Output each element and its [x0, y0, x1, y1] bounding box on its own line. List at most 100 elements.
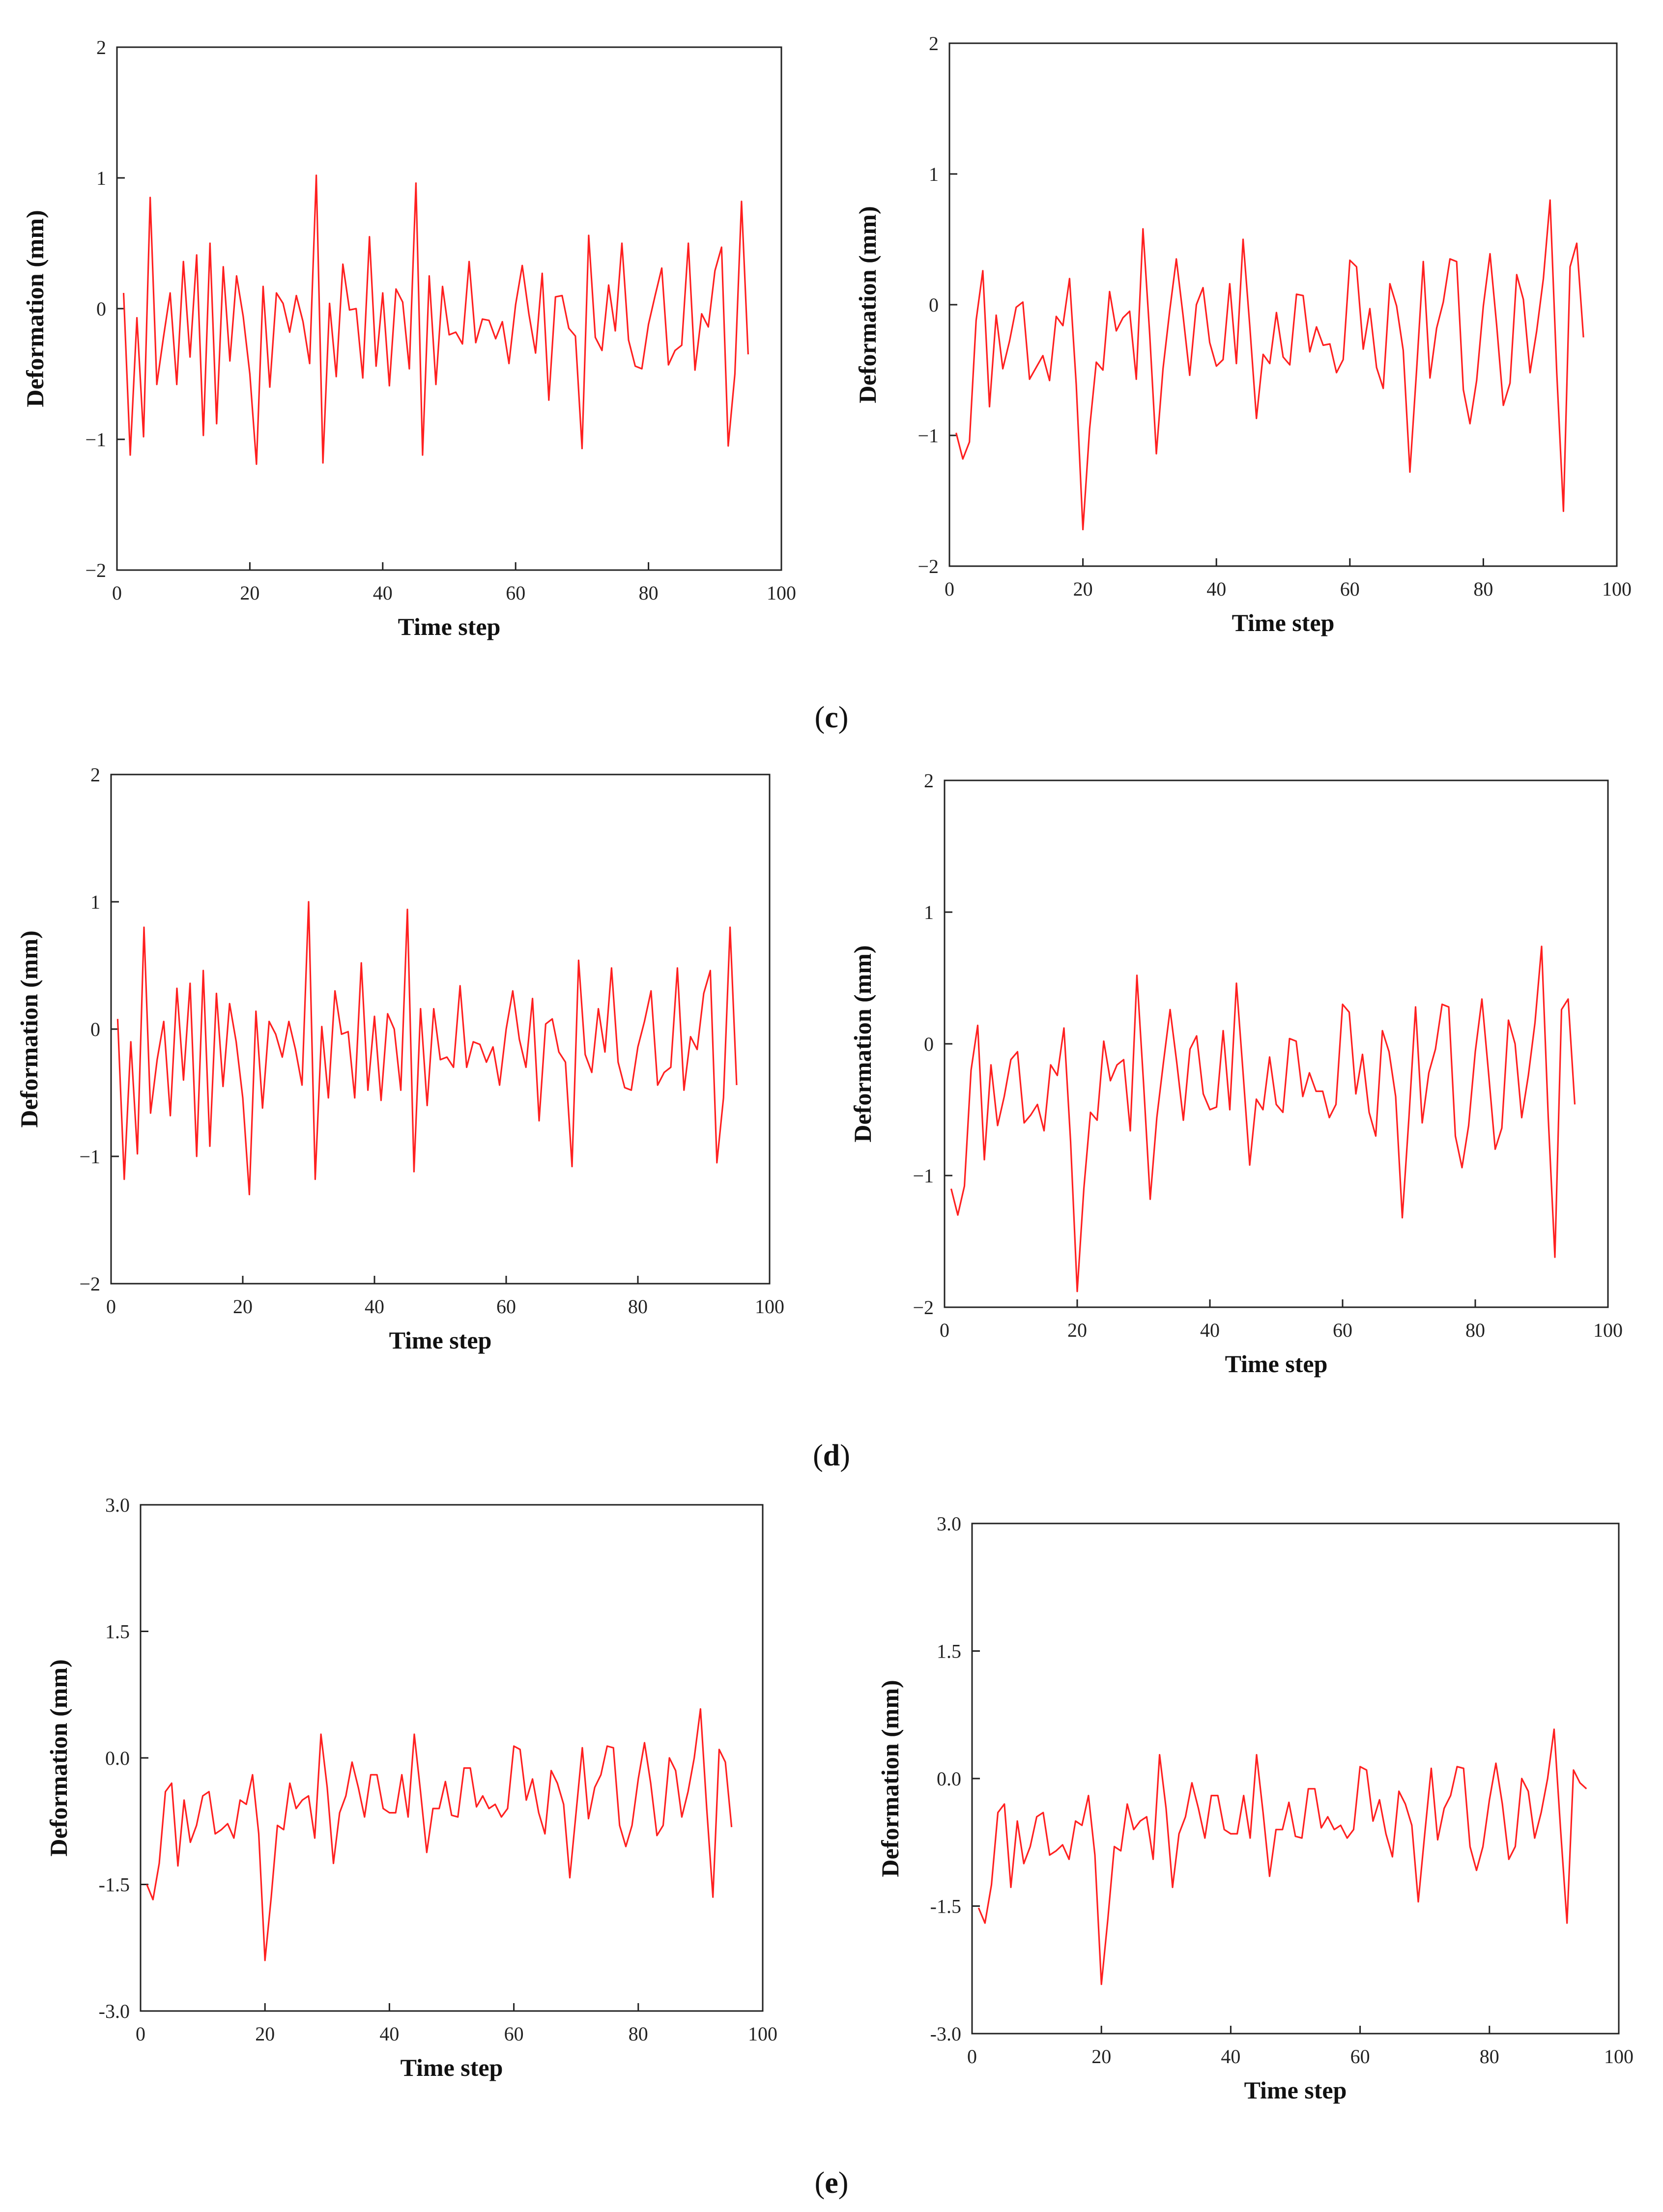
chart-d-left: 0 20 40 60 80 100 −2 −1 0 1 2 Time step Deformation … [15, 764, 784, 1354]
x-tick-label: 60 [1333, 1319, 1352, 1341]
series-line-deformation [950, 946, 1576, 1293]
series-line-deformation [977, 1728, 1587, 1985]
y-tick-label: −2 [79, 1273, 100, 1295]
chart-e-left: 0 20 40 60 80 100 -3.0 -1.5 0.0 1.5 3.0 Time step De… [45, 1494, 777, 2081]
x-tick-label: 0 [945, 578, 954, 600]
x-tick-label: 20 [255, 2023, 275, 2045]
x-tick-label: 100 [1593, 1319, 1623, 1341]
x-tick-label: 40 [1206, 578, 1226, 600]
x-tick-label: 0 [940, 1319, 949, 1341]
y-tick-label: 0.0 [937, 1768, 961, 1790]
y-tick-label: 2 [90, 764, 100, 786]
caption-open: ( [813, 1439, 823, 1472]
y-axis-title: Deformation (mm) [45, 1659, 72, 1856]
y-tick-label: 2 [96, 36, 106, 58]
y-axis-title: Deformation (mm) [854, 206, 881, 403]
x-axis-title: Time step [1244, 2076, 1347, 2104]
y-tick-label: 0.0 [105, 1747, 130, 1769]
panel-caption-d: (d) [813, 1439, 850, 1472]
x-tick-label: 0 [112, 582, 122, 604]
panel-caption-c: (c) [815, 701, 849, 734]
y-tick-label: −1 [79, 1146, 100, 1168]
x-tick-label: 60 [1350, 2045, 1370, 2068]
x-tick-label: 20 [233, 1295, 253, 1318]
x-axis-title: Time step [401, 2054, 503, 2081]
x-tick-label: 100 [767, 582, 796, 604]
y-tick-label: −2 [85, 559, 106, 581]
x-tick-label: 40 [1221, 2045, 1240, 2068]
caption-open: ( [815, 701, 825, 734]
y-axis-title: Deformation (mm) [15, 930, 43, 1127]
chart-d-right: 0 20 40 60 80 100 −2 −1 0 1 2 Time step Deformation … [849, 770, 1623, 1378]
x-tick-label: 20 [1091, 2045, 1111, 2068]
y-tick-label: −1 [85, 429, 106, 451]
x-tick-label: 20 [240, 582, 259, 604]
x-tick-label: 20 [1067, 1319, 1087, 1341]
y-tick-label: 1 [924, 901, 934, 923]
series-line-deformation [146, 1708, 733, 1961]
y-tick-label: −2 [913, 1296, 934, 1319]
x-axis-title: Time step [398, 613, 501, 640]
caption-label: d [823, 1439, 840, 1472]
x-axis-title: Time step [1225, 1350, 1328, 1378]
y-tick-label: 0 [929, 294, 939, 316]
series-line-deformation [116, 901, 738, 1196]
y-tick-label: 1 [90, 891, 100, 913]
caption-label: e [825, 2166, 838, 2200]
panel-caption-e: (e) [815, 2166, 849, 2200]
chart-c-left: 0 20 40 60 80 100 −2 −1 0 1 2 Time step Deformation … [21, 36, 796, 640]
caption-label: c [825, 701, 838, 734]
y-tick-label: -3.0 [930, 2023, 961, 2045]
x-tick-label: 80 [629, 2023, 648, 2045]
x-tick-label: 100 [1602, 578, 1632, 600]
chart-c-right: 0 20 40 60 80 100 −2 −1 0 1 2 Time step Deformation … [854, 32, 1632, 636]
y-tick-label: 2 [924, 770, 934, 792]
x-tick-label: 80 [1465, 1319, 1485, 1341]
x-tick-label: 80 [628, 1295, 648, 1318]
y-tick-label: 0 [96, 298, 106, 320]
y-tick-label: 0 [924, 1033, 934, 1055]
x-tick-label: 80 [639, 582, 659, 604]
y-tick-label: −2 [918, 555, 939, 577]
y-tick-label: −1 [918, 425, 939, 447]
y-axis-title: Deformation (mm) [849, 945, 876, 1142]
x-tick-label: 40 [365, 1295, 384, 1318]
x-tick-label: 60 [1340, 578, 1360, 600]
y-tick-label: -1.5 [99, 1874, 130, 1896]
x-tick-label: 100 [755, 1295, 784, 1318]
series-line-deformation [122, 174, 749, 465]
x-tick-label: 60 [504, 2023, 524, 2045]
y-tick-label: 1.5 [937, 1640, 961, 1663]
y-tick-label: -3.0 [99, 2000, 130, 2022]
x-tick-label: 40 [373, 582, 393, 604]
x-tick-label: 0 [136, 2023, 145, 2045]
x-tick-label: 0 [967, 2045, 977, 2068]
caption-close: ) [840, 1439, 850, 1472]
chart-e-right: 0 20 40 60 80 100 -3.0 -1.5 0.0 1.5 3.0 Time step De… [876, 1513, 1634, 2104]
y-tick-label: 3.0 [105, 1494, 130, 1516]
y-tick-label: 1.5 [105, 1621, 130, 1643]
x-tick-label: 100 [1604, 2045, 1634, 2068]
x-tick-label: 80 [1473, 578, 1493, 600]
series-line-deformation [955, 199, 1584, 531]
x-tick-label: 60 [496, 1295, 516, 1318]
x-tick-label: 100 [748, 2023, 777, 2045]
y-tick-label: 3.0 [937, 1513, 961, 1535]
caption-close: ) [838, 2166, 849, 2200]
caption-open: ( [815, 2166, 825, 2200]
x-tick-label: 80 [1480, 2045, 1499, 2068]
y-tick-label: 1 [96, 167, 106, 189]
x-tick-label: 60 [506, 582, 525, 604]
x-tick-label: 40 [1200, 1319, 1220, 1341]
x-tick-label: 20 [1073, 578, 1093, 600]
x-tick-label: 40 [379, 2023, 399, 2045]
y-axis-title: Deformation (mm) [876, 1680, 904, 1877]
y-axis-title: Deformation (mm) [21, 210, 49, 407]
y-tick-label: −1 [913, 1165, 934, 1187]
y-tick-label: -1.5 [930, 1896, 961, 1918]
caption-close: ) [838, 701, 849, 734]
y-tick-label: 1 [929, 163, 939, 185]
